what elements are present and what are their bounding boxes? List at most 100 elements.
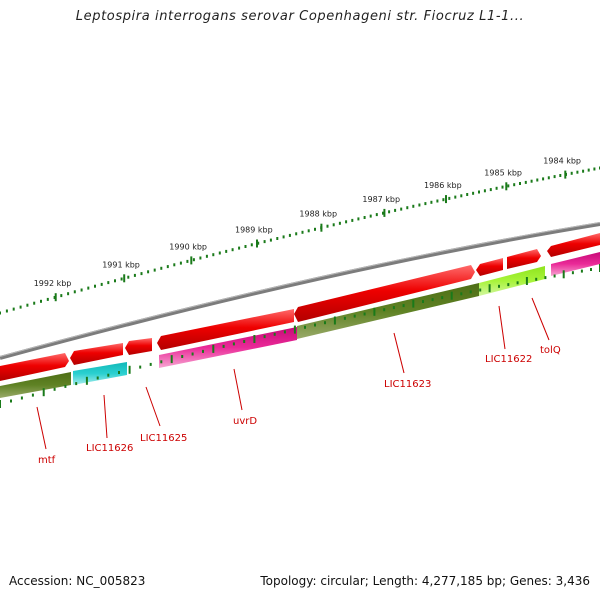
gene-label-lic11626: LIC11626 [86, 443, 133, 454]
ruler-major-tick [505, 182, 508, 191]
inner-minor-tick [353, 314, 356, 318]
ruler-minor-tick [478, 190, 480, 194]
ruler-minor-tick [218, 251, 221, 255]
ruler-minor-tick [345, 220, 348, 224]
ruler-minor-tick [53, 296, 56, 299]
ruler-label: 1986 kbp [424, 181, 462, 190]
ruler-minor-tick [507, 184, 510, 188]
ruler-minor-tick [166, 265, 169, 269]
inner-minor-tick [139, 365, 142, 369]
ruler-label: 1987 kbp [362, 195, 400, 204]
ruler-minor-tick [192, 258, 195, 262]
ruler-minor-tick [238, 246, 241, 250]
inner-minor-tick [431, 298, 434, 302]
inner-major-tick [525, 277, 528, 285]
ruler-minor-tick [524, 180, 527, 184]
ruler-minor-tick [553, 175, 556, 179]
ruler-minor-tick [369, 214, 372, 218]
cds-feature [547, 233, 600, 257]
ruler-minor-tick [326, 224, 329, 228]
gene-block-mtf [0, 372, 71, 398]
ruler-minor-tick [332, 223, 335, 227]
forward-strand-features [0, 233, 600, 381]
backbone-arc [0, 222, 600, 360]
inner-minor-tick [263, 335, 266, 339]
gene-label-lic11625: LIC11625 [140, 433, 187, 444]
inner-minor-tick [53, 387, 56, 391]
ruler-minor-tick [357, 217, 360, 221]
inner-minor-tick [20, 396, 23, 400]
ruler-minor-tick [513, 183, 516, 187]
ruler-major-tick [445, 195, 447, 204]
ruler-major-tick [54, 293, 57, 302]
ruler-minor-tick [489, 188, 492, 192]
ruler-minor-tick [570, 171, 573, 175]
ruler-minor-tick [314, 227, 316, 231]
ruler-minor-tick [250, 243, 253, 247]
ruler-minor-tick [547, 176, 550, 180]
cds-feature [70, 343, 123, 365]
ruler-minor-tick [153, 268, 156, 272]
ruler-minor-tick [269, 238, 272, 242]
ruler-minor-tick [363, 216, 366, 219]
inner-minor-tick [535, 277, 538, 281]
inner-minor-tick [31, 393, 34, 397]
ruler-label: 1985 kbp [484, 168, 522, 177]
ruler-minor-tick [338, 221, 341, 225]
gene-callouts: tolQ LIC11622 LIC11623 uvrD LIC11625 LIC… [36, 297, 561, 466]
ruler-minor-tick [212, 253, 215, 257]
inner-minor-tick [392, 306, 395, 310]
ruler-minor-tick [530, 179, 533, 183]
inner-major-tick [488, 284, 491, 293]
ruler-minor-tick [40, 299, 42, 303]
ruler-minor-tick [107, 281, 110, 285]
ruler-minor-tick [160, 266, 163, 270]
ruler-major-tick [190, 256, 193, 265]
ruler-minor-tick [400, 207, 403, 211]
inner-major-tick [212, 344, 215, 353]
ruler-minor-tick [466, 193, 469, 196]
ruler-minor-tick [276, 237, 279, 240]
inner-major-tick [412, 299, 415, 308]
ruler-minor-tick [231, 248, 234, 252]
inner-major-tick [128, 365, 131, 374]
ruler-major-tick [320, 223, 323, 232]
inner-minor-tick [324, 321, 326, 325]
callout-line-uvrD [233, 368, 243, 411]
ruler-minor-tick [424, 202, 427, 206]
ruler-minor-tick [244, 245, 247, 248]
ruler-minor-tick [140, 272, 143, 276]
ruler-minor-tick [559, 174, 562, 177]
ruler-major-tick [383, 208, 386, 217]
callout-line-lic11626 [103, 394, 108, 439]
gene-label-uvrD: uvrD [233, 416, 257, 427]
genome-summary: Topology: circular; Length: 4,277,185 bp… [260, 574, 590, 588]
inner-minor-tick [314, 323, 316, 327]
ruler-label: 1990 kbp [169, 242, 207, 251]
inner-minor-tick [232, 342, 235, 346]
ruler-minor-tick [593, 167, 596, 171]
ruler-minor-tick [442, 198, 445, 202]
ruler-minor-tick [448, 196, 451, 200]
ruler-minor-tick [460, 194, 463, 198]
inner-minor-tick [590, 268, 592, 271]
inner-minor-tick [107, 373, 110, 377]
ruler-minor-tick [73, 290, 76, 294]
ruler-minor-tick [501, 185, 504, 189]
ruler-minor-tick [19, 305, 22, 309]
ruler-minor-tick [225, 249, 228, 253]
inner-minor-tick [283, 330, 286, 334]
cds-feature [476, 258, 503, 276]
ruler-minor-tick [46, 297, 49, 301]
ruler-minor-tick [307, 229, 310, 233]
ruler-minor-tick [382, 211, 384, 215]
callout-line-mtf [36, 406, 47, 450]
inner-minor-tick [118, 371, 120, 374]
inner-major-tick [85, 376, 88, 385]
inner-minor-tick [580, 269, 583, 273]
inner-minor-tick [64, 384, 67, 388]
ruler-minor-tick [33, 301, 36, 305]
ruler-minor-tick [120, 277, 123, 281]
inner-minor-tick [460, 292, 463, 296]
